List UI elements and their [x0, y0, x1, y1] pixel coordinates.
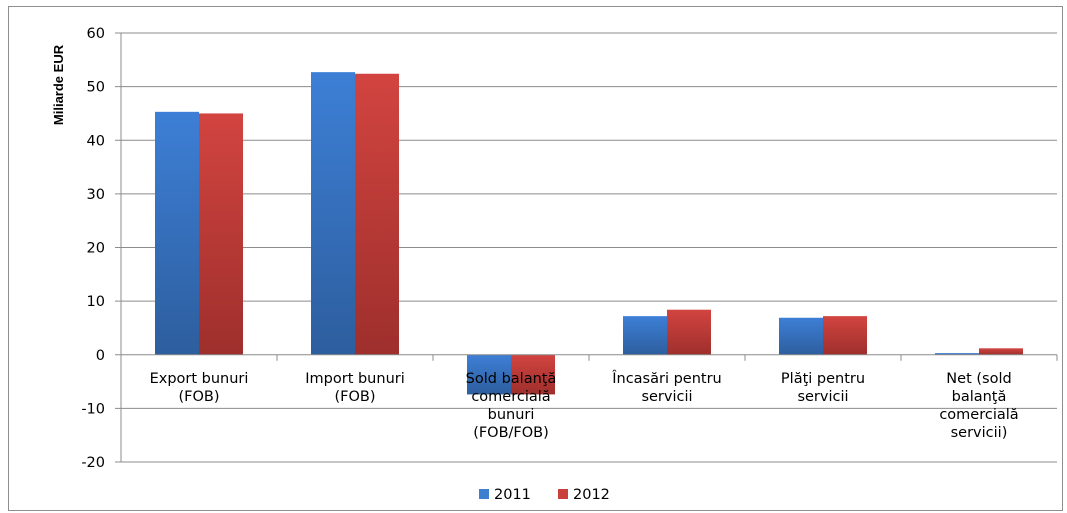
bar-2011	[467, 354, 511, 395]
y-tick-label: 20	[87, 241, 105, 257]
y-tick-label: 0	[96, 348, 105, 364]
y-tick-label: 40	[87, 133, 105, 149]
bar-2012	[667, 309, 711, 355]
category-label: Sold balanţă comercială bunuri (FOB/FOB)	[466, 371, 557, 441]
legend-swatch-2012	[558, 489, 568, 499]
y-tick-label: 30	[87, 187, 105, 203]
y-tick-label: -10	[81, 401, 105, 417]
category-label: Plăţi pentru servicii	[781, 371, 865, 405]
category-label: Net (sold balanţă comercială servicii)	[939, 371, 1018, 441]
y-tick-label: 50	[87, 80, 105, 96]
bar-2011	[623, 316, 667, 355]
y-tick-label: -20	[81, 455, 105, 471]
category-label: Încasări pentru servicii	[611, 369, 722, 405]
bar-2012	[823, 316, 867, 355]
bar-2011	[311, 72, 355, 355]
category-label: Export bunuri (FOB)	[150, 371, 249, 405]
legend-swatch-2011	[479, 489, 489, 499]
bar-2012	[355, 73, 399, 355]
y-tick-label: 10	[87, 294, 105, 310]
legend-label-2012: 2012	[573, 487, 610, 503]
bar-2012	[979, 348, 1023, 355]
category-label: Import bunuri (FOB)	[305, 371, 405, 405]
bar-2012	[199, 113, 243, 355]
legend-label-2011: 2011	[494, 487, 531, 503]
bar-2011	[779, 317, 823, 355]
bar-2012	[511, 354, 555, 395]
bar-2011	[155, 111, 199, 355]
y-tick-label: 60	[87, 26, 105, 42]
y-axis-title: Miliarde EUR	[51, 44, 66, 125]
bar-2011	[935, 353, 979, 355]
